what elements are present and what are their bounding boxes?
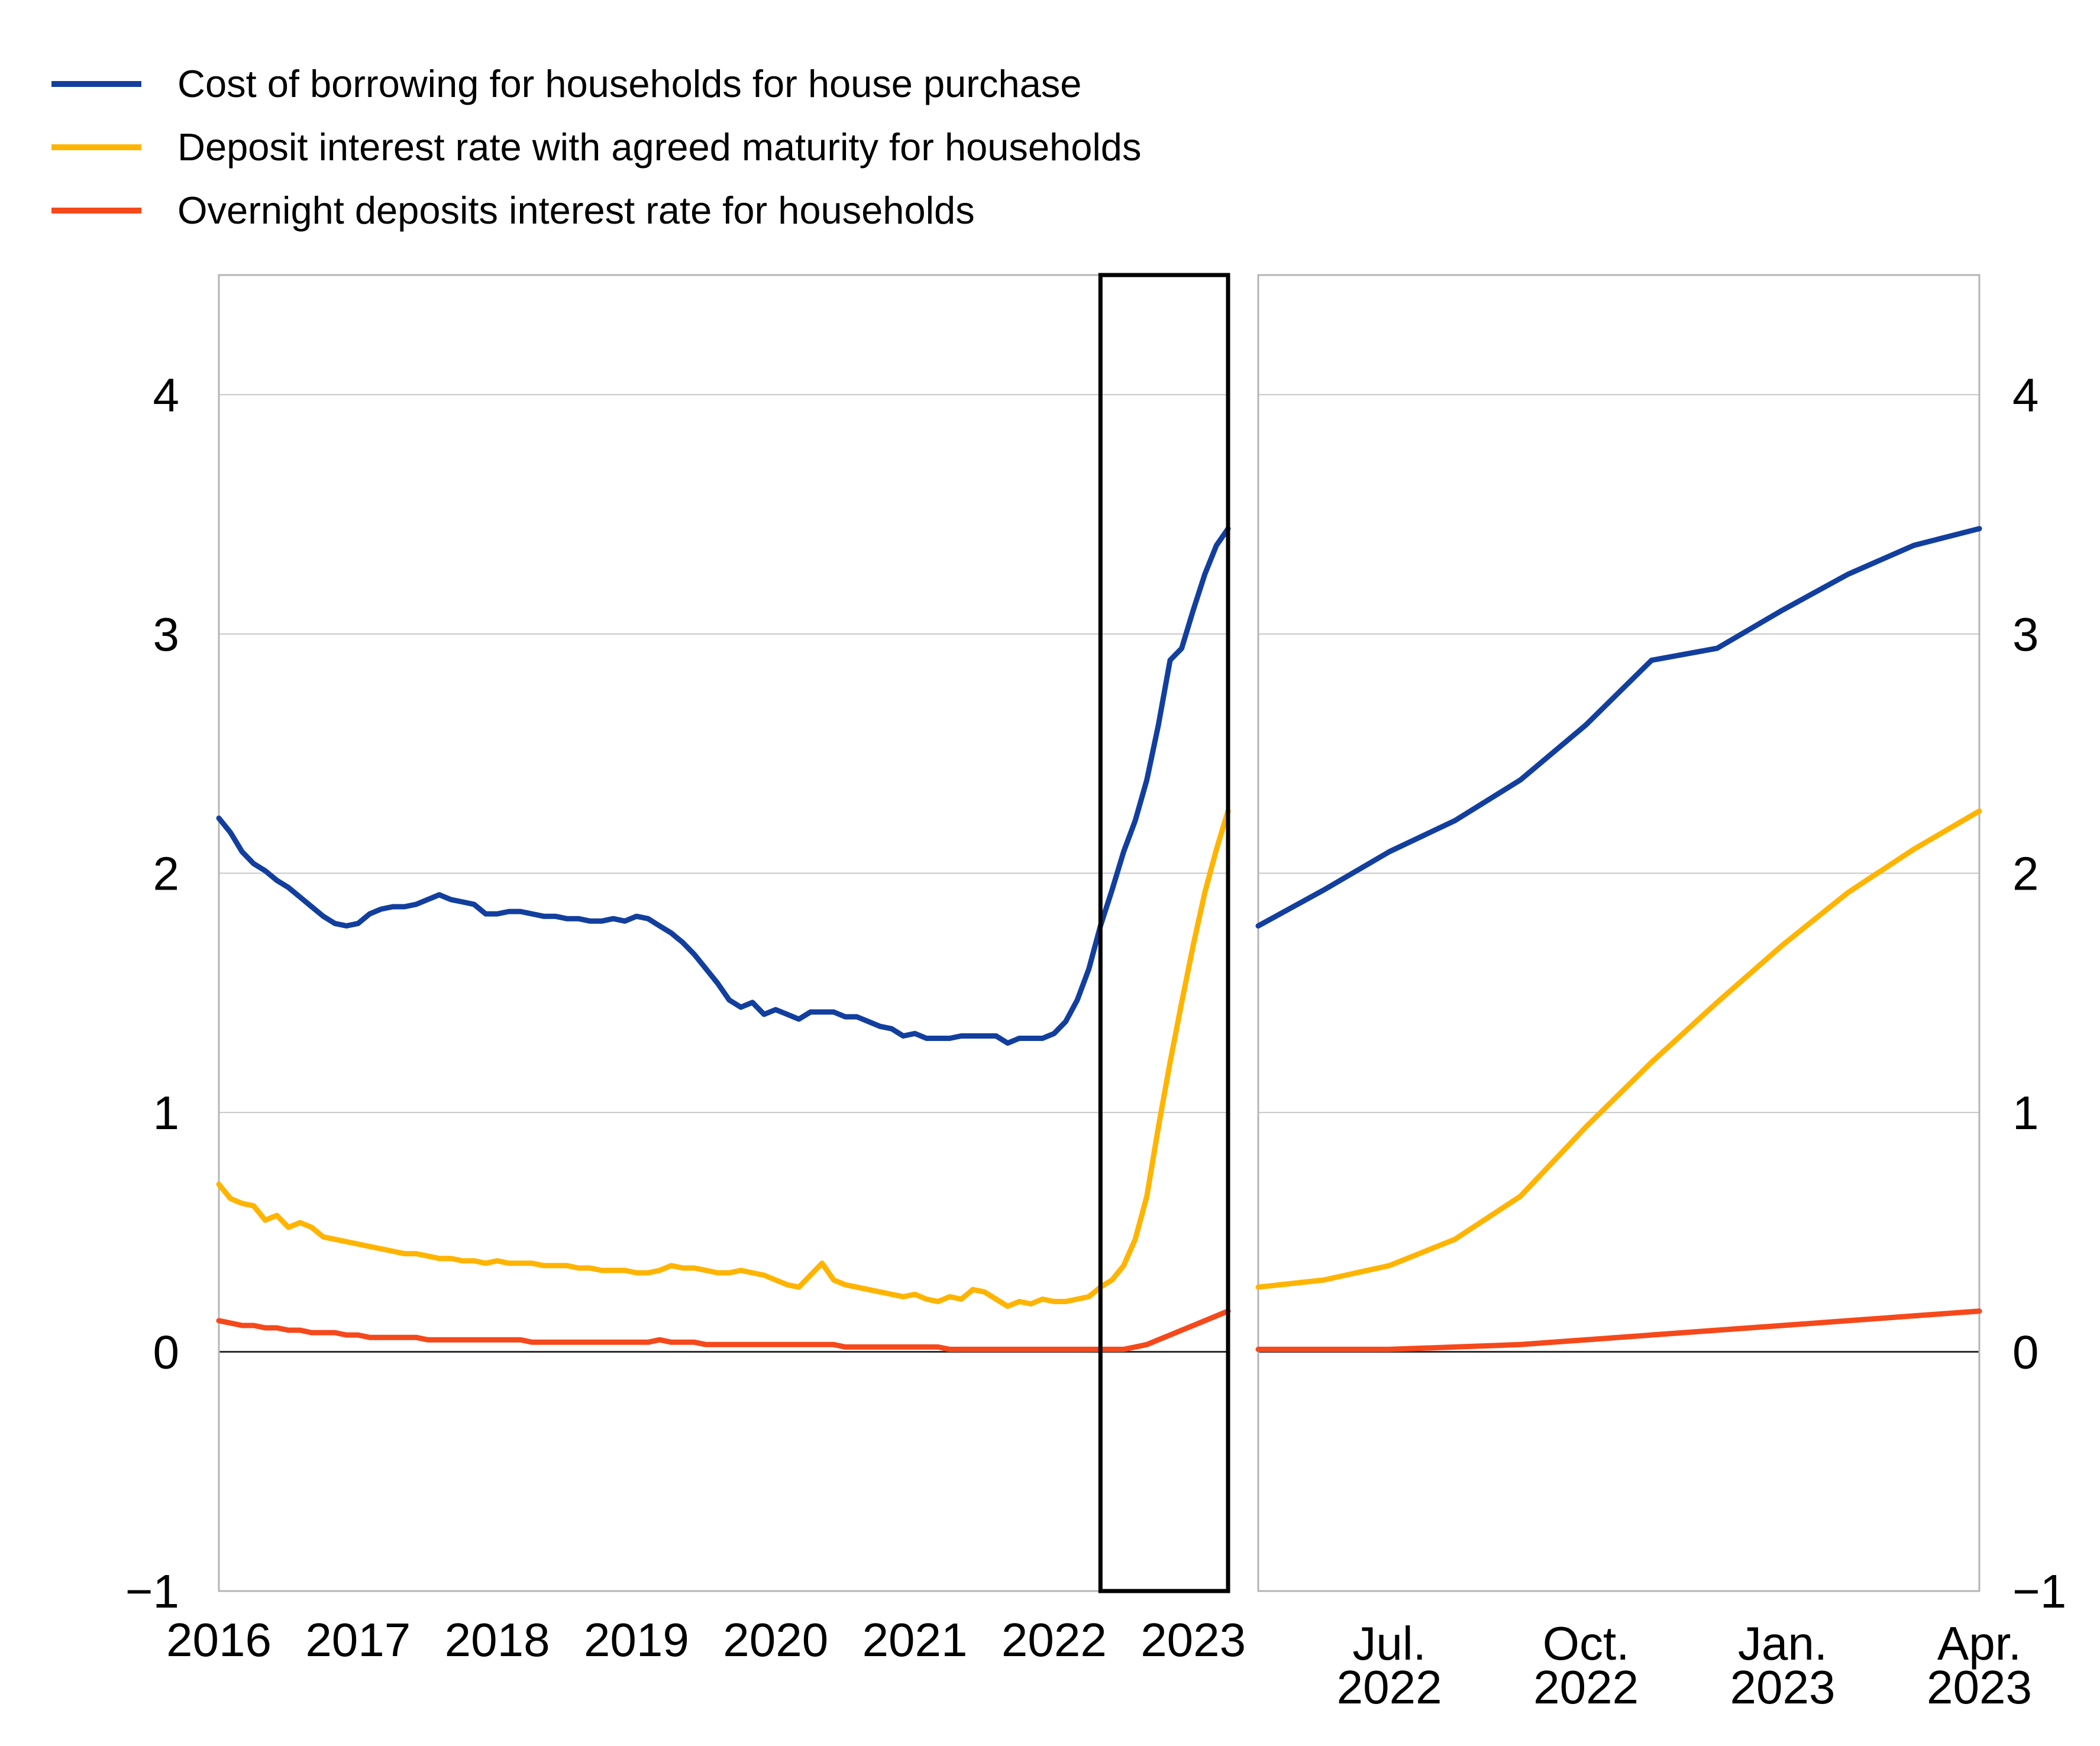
series-line-2-left [216,1308,1231,1352]
y-axis-label-left: 2 [153,847,180,900]
x-axis-label-year: 2018 [445,1614,550,1666]
legend-swatch-0 [51,80,141,87]
x-axis-label-month-year: 2022 [1337,1661,1442,1713]
series-line-0-right [1255,526,1982,929]
zoom-highlight-box [1098,273,1230,1593]
legend-swatch-2 [51,207,141,214]
series-line-1-left [216,808,1231,1310]
y-axis-label-left: −1 [125,1565,179,1618]
series-line-1-right [1255,808,1982,1290]
y-axis-label-right: 2 [2012,847,2039,900]
y-axis-label-right: −1 [2012,1565,2066,1618]
y-axis-label-left: 3 [153,608,180,661]
y-axis-label-left: 0 [153,1325,180,1378]
y-axis-label-left: 1 [153,1087,180,1139]
panel-frame-left [218,274,1229,1592]
x-axis-label-month: Apr. [1937,1617,2021,1670]
legend-label: Overnight deposits interest rate for hou… [177,189,975,232]
x-axis-label-year: 2019 [584,1614,689,1666]
y-axis-label-right: 1 [2012,1087,2039,1139]
x-axis-label-month: Jul. [1352,1617,1426,1670]
y-axis-label-right: 3 [2012,608,2039,661]
x-axis-label-month-year: 2023 [1730,1661,1836,1713]
series-line-0-left [216,526,1231,1046]
legend-label: Deposit interest rate with agreed maturi… [177,125,1142,169]
x-axis-label-year: 2020 [723,1614,828,1666]
legend: Cost of borrowing for households for hou… [0,52,1141,242]
y-axis-label-left: 4 [153,368,180,421]
y-axis-label-right: 0 [2012,1325,2039,1378]
x-axis-label-year: 2022 [1001,1614,1107,1666]
legend-label: Cost of borrowing for households for hou… [177,62,1082,105]
legend-swatch-1 [51,144,141,150]
legend-item-overnight-deposits: Overnight deposits interest rate for hou… [51,179,1141,242]
x-axis-label-month: Jan. [1738,1617,1827,1670]
x-axis-label-year: 2023 [1141,1614,1246,1666]
x-axis-label-year: 2016 [166,1614,272,1666]
y-axis-label-right: 4 [2012,368,2039,421]
x-axis-label-month: Oct. [1543,1617,1630,1670]
panel-frame-right [1257,274,1981,1592]
x-axis-label-month-year: 2022 [1533,1661,1639,1713]
series-line-2-right [1255,1308,1982,1352]
legend-item-cost-of-borrowing: Cost of borrowing for households for hou… [51,52,1141,115]
legend-item-deposit-agreed-maturity: Deposit interest rate with agreed maturi… [51,115,1141,179]
x-axis-label-month-year: 2023 [1927,1661,2032,1713]
x-axis-label-year: 2017 [305,1614,411,1666]
x-axis-label-year: 2021 [862,1614,968,1666]
